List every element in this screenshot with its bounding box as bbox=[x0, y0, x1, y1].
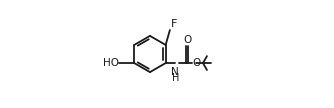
Text: O: O bbox=[183, 35, 191, 45]
Text: N: N bbox=[171, 67, 179, 77]
Text: HO: HO bbox=[103, 58, 119, 68]
Text: F: F bbox=[171, 19, 177, 29]
Text: H: H bbox=[172, 73, 179, 83]
Text: O: O bbox=[193, 58, 201, 68]
